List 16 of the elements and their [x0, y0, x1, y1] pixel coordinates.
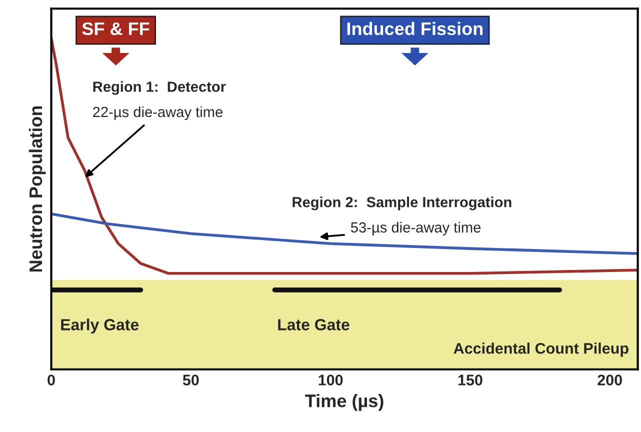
text: SF & FF — [82, 22, 150, 36]
x-tick-label: 200 — [598, 374, 622, 386]
annotation: 53-µs die-away time — [350, 222, 481, 236]
y-axis-title: Neutron Population — [28, 106, 46, 272]
annotation: Region 2: Sample Interrogation — [292, 196, 512, 210]
text: Induced Fission — [347, 22, 483, 36]
x-tick-label: 50 — [182, 374, 199, 386]
x-tick-label: 150 — [458, 374, 482, 386]
annotation: Early Gate — [61, 318, 139, 334]
annotation: Late Gate — [278, 319, 350, 330]
band-label: Accidental Count Pileup — [454, 342, 628, 357]
annotation: Region 1: Detector — [93, 81, 226, 95]
x-tick-label: 100 — [318, 374, 343, 386]
x-tick-label: 0 — [48, 374, 55, 386]
annotation: 22-µs die-away time — [93, 106, 222, 120]
x-axis-title: Time (µs) — [305, 394, 384, 411]
